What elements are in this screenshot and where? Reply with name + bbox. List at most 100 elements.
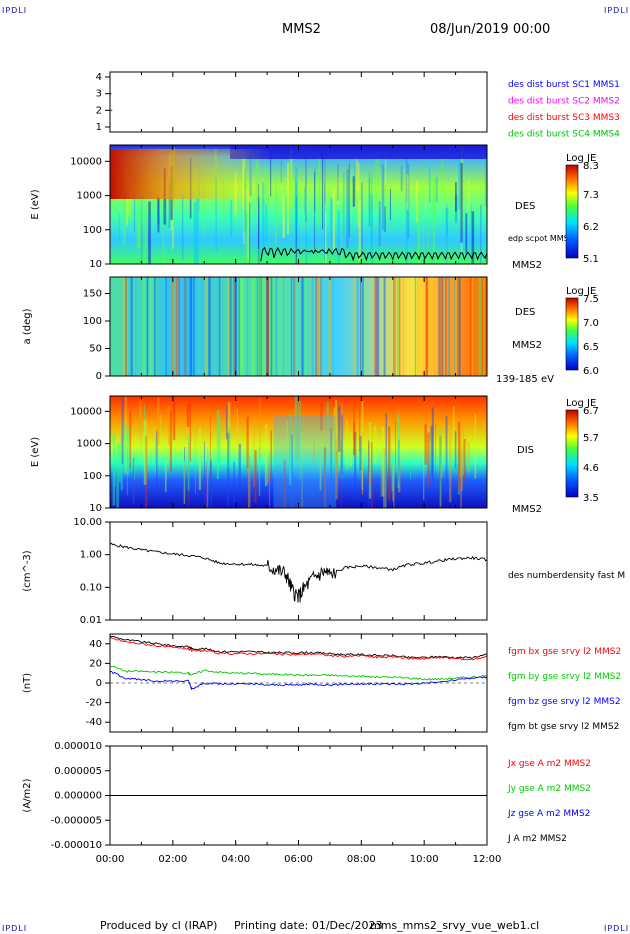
scpot-trace (260, 246, 488, 262)
colorbar-title: Log JE (566, 398, 596, 409)
spectrogram-streak (428, 166, 431, 203)
spectrogram-streak (245, 214, 249, 261)
spectrogram-streak (341, 402, 343, 479)
spectrogram-streak (269, 277, 271, 376)
spectrogram-streak (287, 162, 290, 234)
spectrogram-streak (400, 165, 403, 192)
corner-mark-bl: IPDLI (2, 924, 28, 933)
spectrogram-streak (383, 448, 386, 508)
spectrogram-streak (330, 197, 332, 226)
spectrogram-streak (476, 277, 478, 376)
xtick-label: 04:00 (221, 854, 250, 865)
ytick-label-des-pitch: 100 (83, 316, 102, 327)
spectrogram-streak (315, 277, 318, 376)
spectrogram-streak (462, 417, 465, 476)
spectrogram-streak (376, 277, 380, 376)
ytick-label-des-energy: 100 (83, 225, 102, 236)
spectrogram-streak (257, 277, 258, 376)
spectrogram-streak (305, 145, 307, 223)
spectrogram-streak (440, 277, 444, 376)
spectrogram-streak (354, 431, 357, 499)
spectrogram-streak (168, 175, 171, 228)
spectrogram-streak (258, 196, 260, 264)
spectrogram-streak (388, 426, 391, 501)
spectrogram-streak (206, 277, 209, 376)
spectrogram-streak (266, 277, 269, 376)
spectrogram-streak (155, 277, 157, 376)
spectrogram-streak (167, 406, 170, 446)
spectrogram-streak (393, 277, 396, 376)
xtick-label: 08:00 (347, 854, 376, 865)
spectrogram-streak (467, 442, 470, 473)
spectrogram-streak (295, 181, 298, 227)
spectrogram-streak (430, 425, 433, 477)
spectrogram-streak (154, 277, 157, 376)
spectrogram-streak (457, 422, 461, 491)
spectrogram-streak (384, 206, 386, 233)
spectrogram-streak (291, 277, 295, 376)
legend-entry-field: fgm bt gse srvy l2 MMS2 (508, 722, 619, 732)
spectrogram-streak (423, 440, 425, 500)
spectrogram-streak (461, 147, 463, 230)
spectrogram-streak (322, 148, 324, 230)
spectrogram-streak (280, 152, 282, 183)
colorbar-title: Log JE (566, 286, 596, 297)
spectrogram-streak (289, 149, 293, 209)
spectrogram-streak (228, 421, 231, 469)
spectrogram-streak (116, 443, 120, 508)
spectrogram-streak (385, 413, 388, 488)
spectrogram-streak (313, 168, 317, 212)
corner-mark-tr: IPDLI (604, 6, 630, 15)
spectrogram-streak (381, 426, 385, 497)
spectrogram-streak (457, 277, 459, 376)
spectrogram-streak (369, 458, 371, 483)
spectrogram-streak (184, 277, 188, 376)
spectrogram-streak (245, 210, 248, 264)
spectrogram-streak (448, 277, 450, 376)
spectrogram-streak (153, 277, 155, 376)
spectrogram-streak (427, 432, 430, 488)
spectrogram-streak (329, 277, 332, 376)
spectrogram-streak (371, 442, 373, 508)
spectrogram-streak (397, 440, 400, 484)
field-line-bt (109, 635, 488, 660)
spectrogram-streak (204, 277, 207, 376)
spectrogram-streak (189, 277, 193, 376)
spectrogram-streak (445, 277, 447, 376)
ytick-label-current: 0.000005 (54, 766, 102, 777)
spectrogram-streak (439, 435, 442, 508)
ytick-label-des-pitch: 50 (89, 344, 102, 355)
spectrogram-streak (297, 396, 299, 461)
spectrogram-streak (368, 177, 371, 226)
spectrogram-streak (289, 414, 292, 485)
spectrogram-streak (133, 457, 135, 505)
spectrogram-streak (192, 277, 194, 376)
spectrogram-streak (331, 277, 335, 376)
spectrogram-streak (410, 451, 411, 481)
spectrogram-dis-energy (110, 396, 487, 508)
spectrogram-streak (371, 173, 373, 239)
spectrogram-streak (226, 406, 228, 440)
spectrogram-streak (254, 277, 258, 376)
ytick-label-field: 40 (89, 639, 102, 650)
spectrogram-streak (361, 182, 363, 256)
spectrogram-streak (336, 176, 340, 205)
spectrogram-streak (123, 188, 126, 247)
spectrogram-streak (373, 426, 377, 464)
spectrogram-streak (330, 199, 333, 250)
spectrogram-streak (471, 277, 474, 376)
spectrogram-streak (417, 277, 419, 376)
xtick-label: 06:00 (284, 854, 313, 865)
spectrogram-streak (393, 461, 395, 508)
spectrogram-streak (177, 277, 179, 376)
spectrogram-streak (145, 210, 148, 252)
spectrogram-streak (454, 431, 457, 469)
spectrogram-streak (290, 277, 292, 376)
spectrogram-streak (150, 277, 153, 376)
spectrogram-streak (114, 449, 116, 487)
spectrogram-streak (330, 428, 332, 481)
colorbar-tick-label: 7.3 (583, 190, 599, 201)
ytick-label-current: -0.000005 (51, 815, 102, 826)
spectrogram-streak (301, 277, 304, 376)
spectrogram-streak (396, 277, 399, 376)
